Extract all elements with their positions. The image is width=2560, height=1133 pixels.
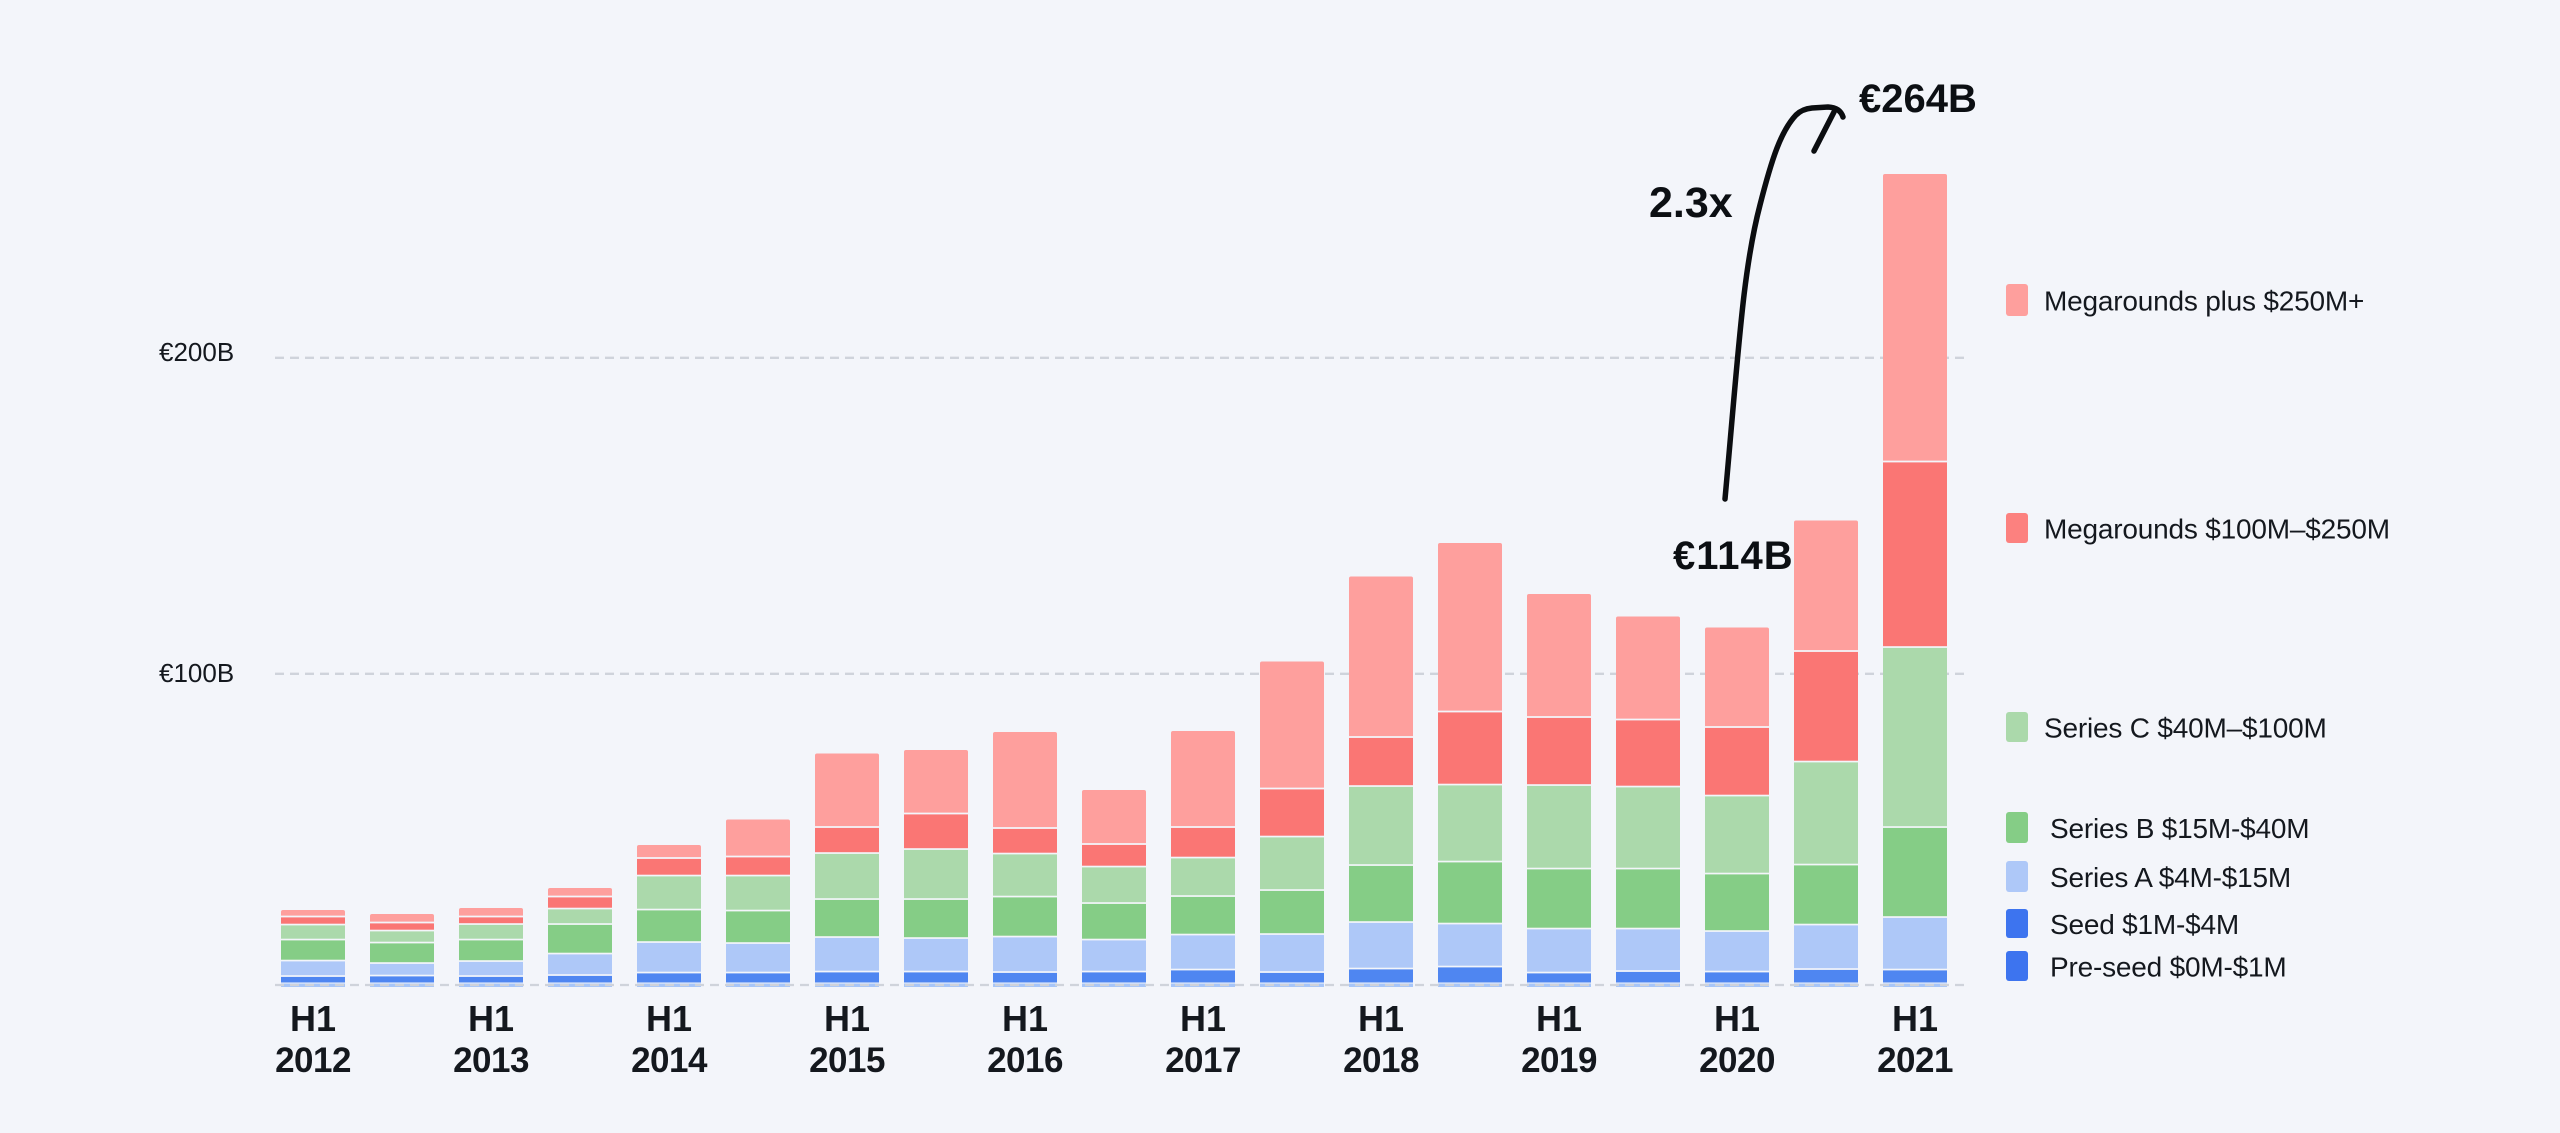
svg-text:2016: 2016 bbox=[987, 1041, 1063, 1080]
svg-text:Megarounds plus $250M+: Megarounds plus $250M+ bbox=[2044, 286, 2364, 317]
svg-text:Megarounds $100M–$250M: Megarounds $100M–$250M bbox=[2044, 514, 2390, 545]
svg-text:H1: H1 bbox=[1002, 998, 1048, 1039]
svg-text:€100B: €100B bbox=[159, 658, 234, 688]
svg-text:H1: H1 bbox=[646, 998, 692, 1039]
svg-text:2.3x: 2.3x bbox=[1649, 179, 1733, 227]
svg-text:€264B: €264B bbox=[1859, 77, 1977, 121]
svg-text:2019: 2019 bbox=[1521, 1041, 1597, 1080]
svg-text:Pre-seed $0M-$1M: Pre-seed $0M-$1M bbox=[2050, 952, 2286, 983]
svg-text:Series C $40M–$100M: Series C $40M–$100M bbox=[2044, 713, 2327, 744]
svg-text:H1: H1 bbox=[1180, 998, 1226, 1039]
svg-text:2018: 2018 bbox=[1343, 1041, 1419, 1080]
svg-text:H1: H1 bbox=[1536, 998, 1582, 1039]
svg-text:2013: 2013 bbox=[453, 1041, 529, 1080]
svg-text:H1: H1 bbox=[1358, 998, 1404, 1039]
svg-text:2014: 2014 bbox=[631, 1041, 708, 1080]
svg-text:H1: H1 bbox=[824, 998, 870, 1039]
svg-text:H1: H1 bbox=[468, 998, 514, 1039]
svg-text:H1: H1 bbox=[1892, 998, 1938, 1039]
svg-text:Series B $15M-$40M: Series B $15M-$40M bbox=[2050, 813, 2309, 844]
svg-text:2021: 2021 bbox=[1877, 1041, 1953, 1080]
svg-text:H1: H1 bbox=[290, 998, 336, 1039]
svg-text:€114B: €114B bbox=[1673, 534, 1794, 578]
svg-text:2017: 2017 bbox=[1165, 1041, 1241, 1080]
svg-text:H1: H1 bbox=[1714, 998, 1760, 1039]
svg-text:€200B: €200B bbox=[159, 337, 234, 367]
svg-text:Seed $1M-$4M: Seed $1M-$4M bbox=[2050, 909, 2239, 940]
svg-text:Series A $4M-$15M: Series A $4M-$15M bbox=[2050, 862, 2291, 893]
svg-text:2012: 2012 bbox=[275, 1041, 351, 1080]
svg-text:2015: 2015 bbox=[809, 1041, 885, 1080]
svg-text:2020: 2020 bbox=[1699, 1041, 1775, 1080]
